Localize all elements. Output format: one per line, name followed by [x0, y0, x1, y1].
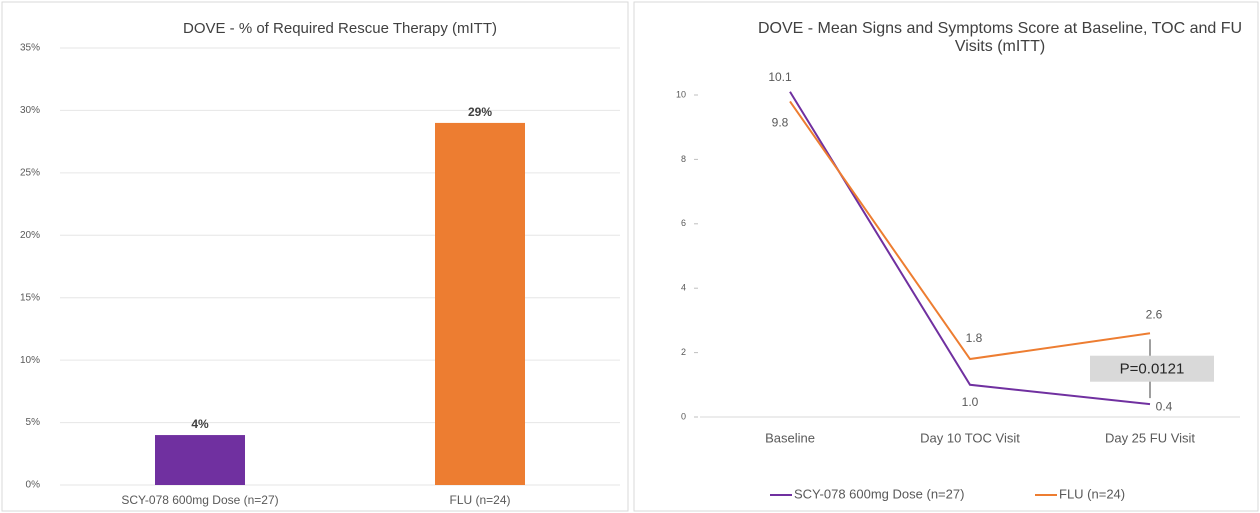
data-label: 4%: [191, 417, 209, 431]
annotation: P=0.0121: [1120, 361, 1185, 378]
y-tick-label: 25%: [20, 167, 40, 178]
y-tick-label: 2: [681, 347, 686, 357]
y-tick-label: 10%: [20, 355, 40, 366]
y-tick-label: 0%: [26, 480, 41, 491]
y-tick-label: 8: [681, 154, 686, 164]
annotation-box: [1090, 355, 1214, 382]
y-tick-label: 4: [681, 283, 686, 293]
data-label: 10.1: [768, 70, 792, 84]
chart-title: DOVE - % of Required Rescue Therapy (mIT…: [183, 20, 497, 37]
data-label: 1.8: [966, 331, 983, 345]
data-label: 1.0: [962, 395, 979, 409]
x-tick-label: Day 25 FU Visit: [1105, 430, 1195, 445]
x-tick-label: SCY-078 600mg Dose (n=27): [121, 493, 278, 507]
y-tick-label: 5%: [26, 417, 41, 428]
y-tick-label: 0: [681, 411, 686, 421]
y-tick-label: 6: [681, 218, 686, 228]
data-label: 2.6: [1146, 307, 1163, 321]
legend-label: FLU (n=24): [1059, 486, 1125, 501]
series-line: [789, 91, 1151, 406]
x-tick-label: Day 10 TOC Visit: [920, 430, 1020, 445]
y-tick-label: 20%: [20, 230, 40, 241]
y-tick-label: 35%: [20, 43, 40, 54]
data-label: 29%: [468, 105, 492, 119]
series-line: [789, 100, 1151, 361]
bar: [435, 122, 525, 486]
x-tick-label: Baseline: [765, 430, 815, 445]
y-tick-label: 30%: [20, 105, 40, 116]
panel-border: [1, 1, 629, 512]
data-label: 9.8: [772, 116, 789, 130]
y-tick-label: 10: [676, 89, 686, 99]
bar: [155, 435, 245, 485]
x-tick-label: FLU (n=24): [449, 493, 510, 507]
chart-title: DOVE - Mean Signs and Symptoms Score at …: [757, 20, 1243, 55]
legend-label: SCY-078 600mg Dose (n=27): [794, 486, 964, 501]
panel-border: [633, 1, 1259, 512]
y-tick-label: 15%: [20, 292, 40, 303]
data-label: 0.4: [1156, 399, 1173, 413]
